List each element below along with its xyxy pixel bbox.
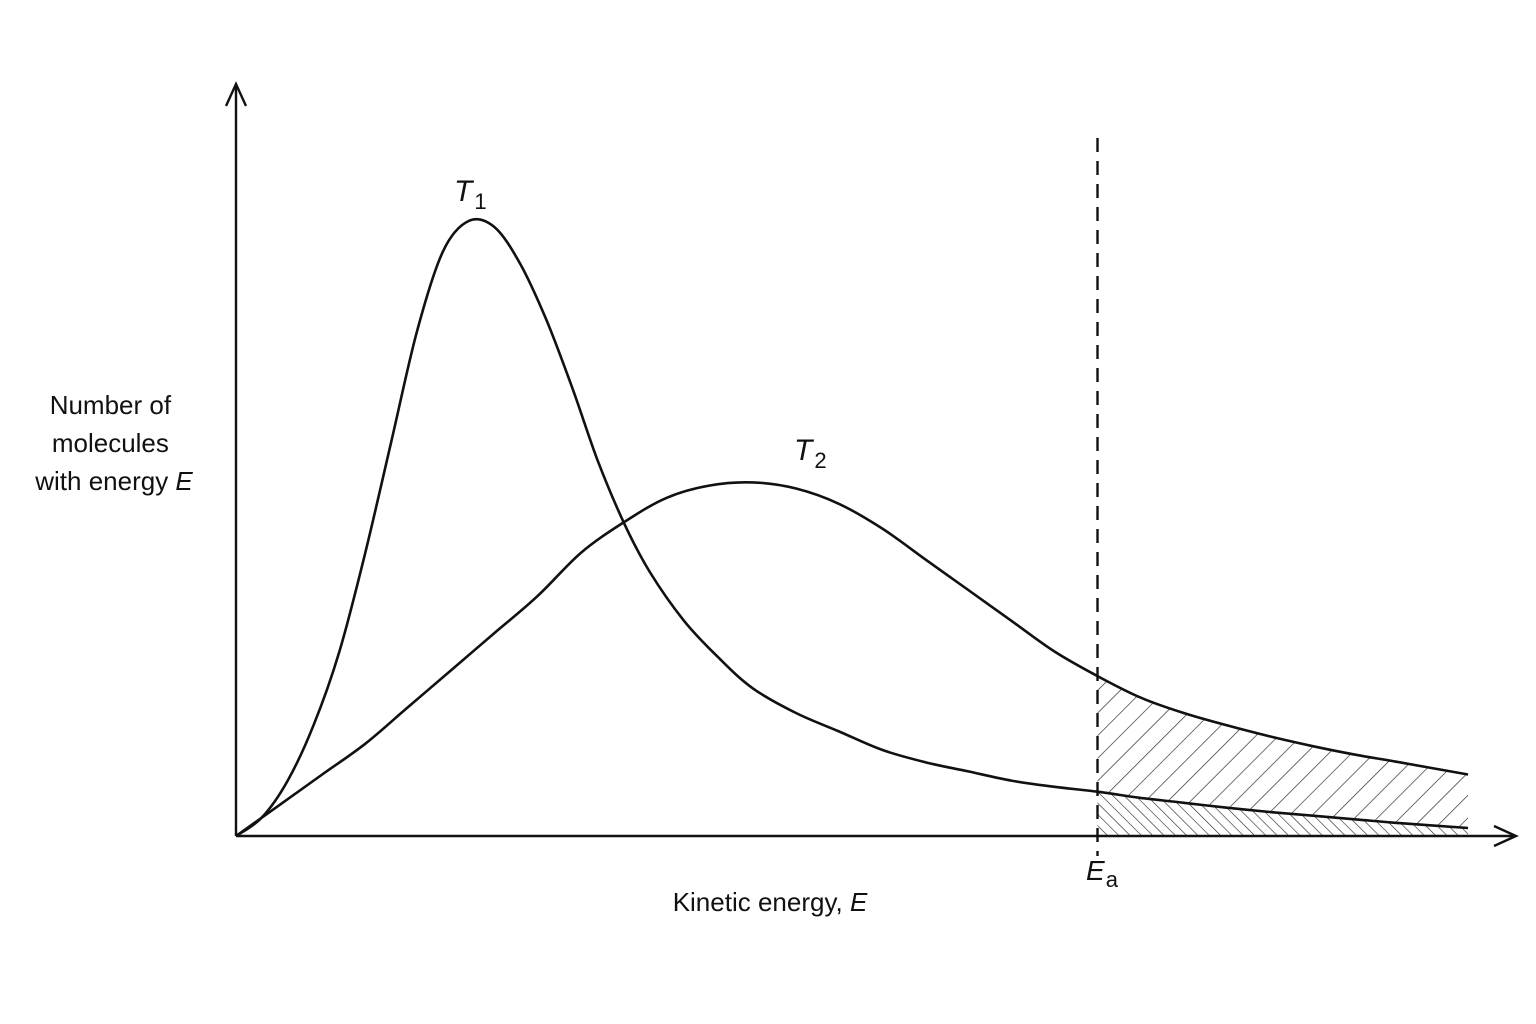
y-axis-arrowhead: [224, 81, 248, 107]
series-label-t1: T1: [454, 175, 487, 214]
series-label-t2: T2: [794, 434, 827, 473]
x-axis-label: Kinetic energy, E: [673, 887, 868, 917]
shaded-area-t2-above-ea: [1097, 676, 1468, 828]
series-line-t1: [235, 217, 1469, 838]
x-axis-arrowhead: [1493, 824, 1519, 848]
y-axis-label: Number of molecules with energy E: [34, 390, 193, 496]
activation-energy-label: Ea: [1086, 855, 1119, 892]
series-line-t2: [235, 480, 1469, 838]
